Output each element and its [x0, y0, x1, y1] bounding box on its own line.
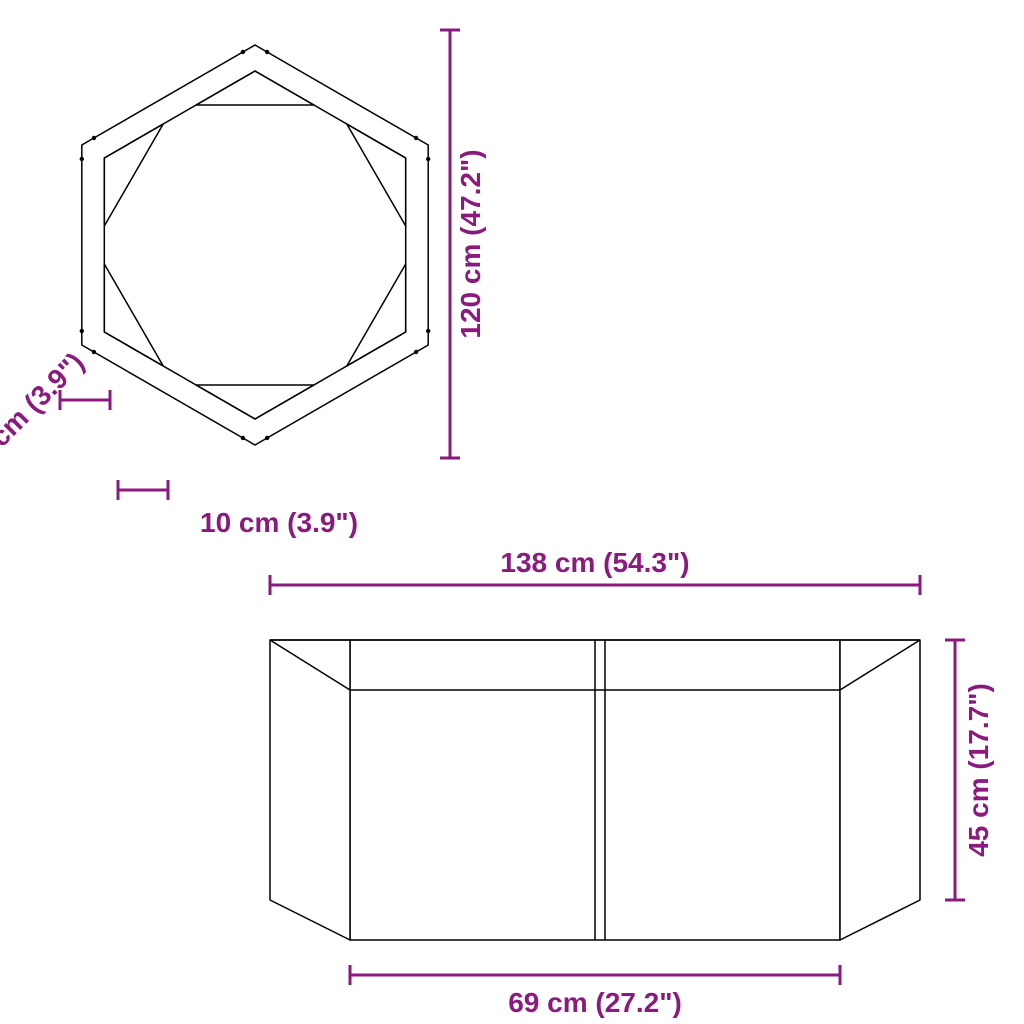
dim-corner-w-10: [118, 480, 168, 500]
dim-height-45-label: 45 cm (17.7"): [963, 683, 994, 857]
dim-height-45: [945, 640, 965, 900]
dim-corner-h-10: [60, 390, 110, 410]
dim-front-69: [350, 965, 840, 985]
technical-drawing: 120 cm (47.2") 138 cm (54.3") 45 cm (17.7"…: [0, 0, 1024, 1024]
side-view: [270, 640, 920, 940]
dim-width-138-label: 138 cm (54.3"): [500, 547, 689, 578]
dim-depth-120-label: 120 cm (47.2"): [455, 149, 486, 338]
dim-width-138: [270, 575, 920, 595]
dim-front-69-label: 69 cm (27.2"): [508, 987, 682, 1018]
top-view: [80, 45, 431, 445]
dim-corner-h-10-label: 10 cm (3.9"): [0, 346, 90, 480]
dim-corner-w-10-label: 10 cm (3.9"): [200, 507, 358, 538]
